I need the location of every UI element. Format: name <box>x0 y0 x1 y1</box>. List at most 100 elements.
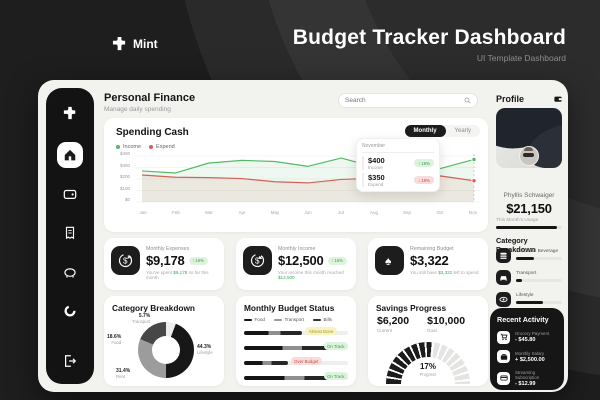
dashboard-panel: Personal Finance Manage daily spending S… <box>38 80 568 392</box>
stat-value: $9,178 <box>146 253 185 268</box>
search-input[interactable] <box>345 97 464 104</box>
card-title: Monthly Budget Status <box>244 303 335 313</box>
status-badge: Almost Done <box>305 327 337 335</box>
x-axis-labels: Jan Feb Mar Apr May Jun Jul Aug Sep Oct Nov <box>139 210 477 215</box>
slice-label-transport: 5.7% Transport <box>132 313 151 325</box>
expenses-icon: $ <box>111 246 140 275</box>
search-icon <box>464 97 471 104</box>
recent-item[interactable]: Streaming Subscription - $12.99 <box>497 370 557 387</box>
right-cat-row: Transport <box>496 270 562 287</box>
svg-text:$: $ <box>123 257 128 266</box>
budget-spade-icon: ♠ <box>375 246 404 275</box>
right-cat-row: Lifestyle <box>496 292 562 309</box>
toggle-monthly[interactable]: Monthly <box>404 125 446 137</box>
budget-row: Almost Done <box>244 327 348 336</box>
stat-label: Remaining Budget <box>410 246 454 252</box>
chart-tooltip: November $400 Income ↑ 15% $350 Expend ↓… <box>356 138 440 192</box>
logout-icon <box>65 355 77 367</box>
lifestyle-icon <box>496 292 511 307</box>
legend-income-label: Income <box>123 144 142 150</box>
savings-goal: $10,000 Goal <box>427 315 466 333</box>
gauge-text: 17% Progress <box>419 362 437 377</box>
chart-legend: Income Expend <box>116 144 175 150</box>
period-toggle: Monthly Yearly <box>404 125 480 137</box>
tooltip-income-badge: ↑ 15% <box>414 159 434 167</box>
stat-value: $12,500 <box>278 253 324 268</box>
y-axis-labels: $400 $300 $200 $100 $0 <box>119 151 130 202</box>
budget-row: Over Budget <box>244 357 348 366</box>
slice-label-lifestyle: 44.3% Lifestyle <box>197 344 213 356</box>
income-legend-dot <box>116 145 120 149</box>
section-title: Personal Finance <box>104 92 196 104</box>
recent-item[interactable]: Grocery Payment - $45.80 <box>497 330 557 344</box>
profile-image <box>496 108 562 168</box>
page-header: Mint Budget Tracker Dashboard UI Templat… <box>0 0 600 78</box>
budget-legend: Food Transport Bills <box>244 317 332 322</box>
briefcase-icon <box>497 350 510 363</box>
stat-note: You still have $3,322 left to spend <box>410 270 479 275</box>
home-icon <box>64 149 76 161</box>
puzzle-logo-icon <box>112 36 126 51</box>
bills-legend-dash <box>312 318 321 321</box>
tooltip-expend-badge: ↓ 19% <box>414 176 434 184</box>
header-title-block: Budget Tracker Dashboard UI Template Das… <box>293 26 566 63</box>
usage-fill <box>496 226 557 229</box>
stat-card-budget: ♠ Remaining Budget $3,322 You still have… <box>368 238 488 290</box>
tooltip-income-value: $400 <box>368 156 385 165</box>
sidebar-puzzle-logo-icon[interactable] <box>57 100 83 126</box>
profile-name: Phyllis Schwaiger <box>503 192 555 199</box>
usage-label: This Month's Usage <box>496 218 539 223</box>
recent-item[interactable]: Monthly Salary + $2,500.00 <box>497 350 557 363</box>
stat-card-expenses: $ Monthly Expenses $9,178 ↑ 16% You've s… <box>104 238 224 290</box>
status-badge: On Track <box>323 342 348 350</box>
svg-text:$: $ <box>255 257 260 266</box>
profile-header: Profile <box>496 94 562 104</box>
food-icon <box>496 248 511 263</box>
page-title: Budget Tracker Dashboard <box>292 26 566 49</box>
receipt-icon <box>65 226 75 240</box>
status-badge: Over Budget <box>290 357 322 365</box>
right-cat-row: Food and Beverage <box>496 248 562 265</box>
budget-row: On Track <box>244 342 348 351</box>
tooltip-income-label: Income <box>368 165 383 170</box>
stat-badge: ↑ 16% <box>327 256 347 265</box>
stat-note: Your income this month reached $12,500 <box>278 270 344 280</box>
wallet-icon <box>63 189 77 199</box>
savings-progress-card: Savings Progress $6,200 Current $10,000 … <box>368 296 488 386</box>
donut-chart <box>138 322 194 378</box>
recent-title: Recent Activity <box>497 315 549 324</box>
page-subtitle: UI Template Dashboard <box>476 53 566 63</box>
sidebar-item-savings[interactable] <box>57 259 83 285</box>
tooltip-income-row: $400 Income ↑ 15% <box>362 156 434 170</box>
profile-amount: $21,150 <box>506 201 552 216</box>
sidebar-item-home[interactable] <box>57 142 83 168</box>
tooltip-expend-row: $350 Expend ↓ 19% <box>362 173 434 187</box>
sidebar-item-wallet[interactable] <box>57 181 83 207</box>
credit-card-icon <box>497 371 510 385</box>
income-icon: $ <box>243 246 272 275</box>
budget-row: On Track <box>244 372 348 381</box>
sidebar-item-logout[interactable] <box>57 348 83 374</box>
sidebar-item-bills[interactable] <box>57 220 83 246</box>
spending-title: Spending Cash <box>116 127 189 138</box>
toggle-yearly[interactable]: Yearly <box>454 128 471 134</box>
cart-icon <box>497 330 510 344</box>
stat-card-income: $ Monthly Income $12,500 ↑ 16% Your inco… <box>236 238 356 290</box>
budget-status-card: Monthly Budget Status Food Transport Bil… <box>236 296 356 386</box>
avatar <box>519 146 539 166</box>
transport-icon <box>496 270 511 285</box>
stat-badge: ↑ 16% <box>188 256 208 265</box>
sidebar-item-reports[interactable] <box>57 298 83 324</box>
tooltip-expend-label: Expend <box>368 182 384 187</box>
savings-gauge: 17% Progress <box>386 342 470 384</box>
piggy-bank-icon <box>64 268 76 278</box>
status-badge: On Track <box>323 372 348 380</box>
savings-current: $6,200 Current <box>377 315 410 333</box>
search-box[interactable] <box>338 93 478 108</box>
right-categories-title: Category Breakdown <box>496 236 536 254</box>
stat-note: You've spent $9,178 so far this month <box>146 270 209 280</box>
recent-activity-card: Recent Activity Grocery Payment - $45.80 … <box>490 308 564 390</box>
card-title: Savings Progress <box>376 303 447 313</box>
wallet-mini-icon[interactable] <box>554 95 562 103</box>
